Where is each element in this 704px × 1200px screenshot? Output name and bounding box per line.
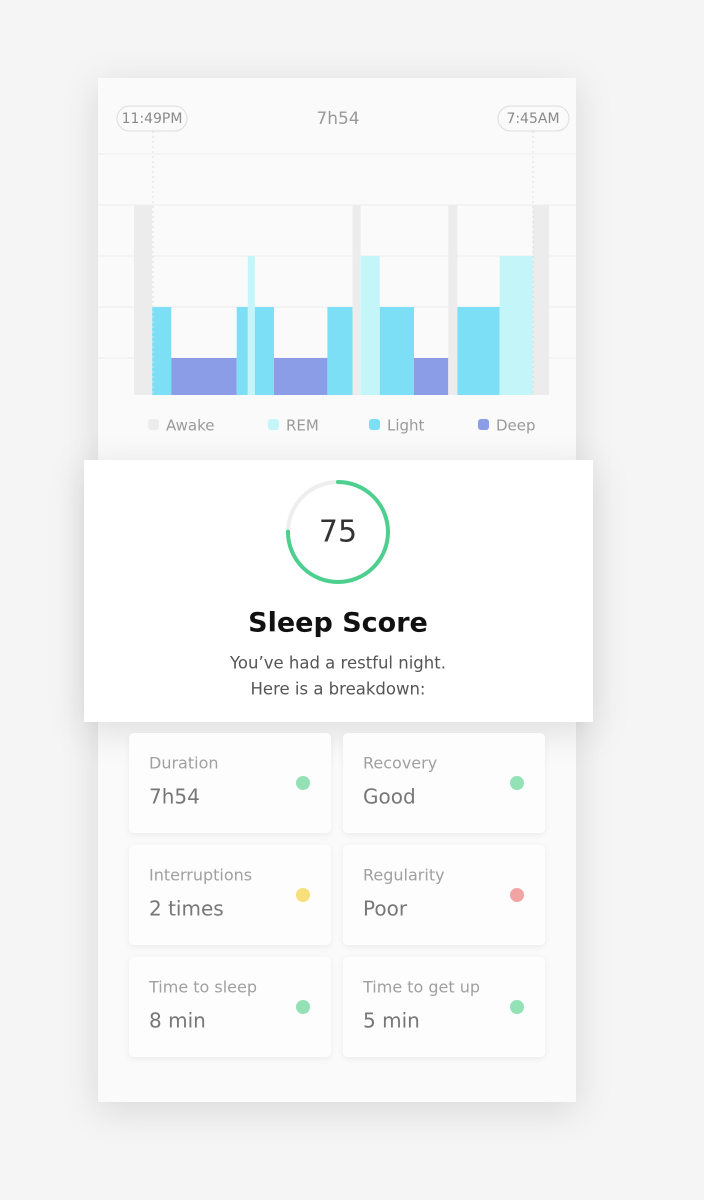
- score-card: [84, 460, 593, 722]
- sleep-segment: [360, 256, 380, 395]
- metric-label: Time to get up: [362, 978, 480, 997]
- metric-value: Good: [363, 785, 416, 809]
- sleep-segment: [327, 307, 353, 395]
- metric-tile: [129, 733, 331, 833]
- legend-label: Deep: [496, 417, 536, 435]
- legend: Awake REM Light Deep: [148, 417, 536, 435]
- sleep-segment: [274, 358, 328, 395]
- metric-value: Poor: [363, 897, 408, 921]
- metric-label: Regularity: [363, 866, 445, 885]
- score-title: Sleep Score: [248, 608, 428, 639]
- metric-label: Interruptions: [149, 866, 252, 885]
- sleep-segment: [414, 358, 449, 395]
- metric-label: Time to sleep: [148, 978, 257, 997]
- sleep-segment: [247, 256, 255, 395]
- legend-label: Awake: [166, 417, 215, 435]
- legend-label: REM: [286, 417, 319, 435]
- message: Here is a breakdown:: [251, 680, 426, 699]
- score-value: 75: [319, 515, 357, 550]
- end-pill: [497, 105, 570, 132]
- metric-tile: [343, 845, 545, 945]
- message: You’ve had a restful night.: [229, 654, 446, 673]
- start-pill: [116, 105, 188, 132]
- status-dot: [296, 888, 310, 902]
- legend-swatch: [369, 419, 380, 430]
- legend-swatch: [148, 419, 159, 430]
- sleep-segment: [532, 205, 549, 395]
- sleep-segment: [254, 307, 275, 395]
- metric-label: Duration: [149, 754, 219, 773]
- duration: 7h54: [316, 109, 359, 129]
- sleep-segment: [379, 307, 415, 395]
- legend-swatch: [268, 419, 279, 430]
- metric-tile: [129, 845, 331, 945]
- sleep-segment: [457, 307, 500, 395]
- sleep-segment: [171, 358, 237, 395]
- sleep-segment: [448, 205, 458, 395]
- status-dot: [296, 1000, 310, 1014]
- status-dot: [296, 776, 310, 790]
- status-dot: [510, 776, 524, 790]
- metric-value: 2 times: [149, 897, 224, 921]
- start-time: 11:49PM: [122, 111, 183, 127]
- metric-value: 5 min: [363, 1009, 420, 1033]
- legend-label: Light: [387, 417, 425, 435]
- score-ring: [286, 480, 390, 584]
- status-dot: [510, 888, 524, 902]
- sleep-segment: [352, 205, 361, 395]
- sleep-segment: [134, 205, 153, 395]
- hypnogram: [134, 205, 549, 395]
- status-dot: [510, 1000, 524, 1014]
- end-time: 7:45AM: [506, 111, 559, 127]
- metric-value: 7h54: [149, 785, 200, 809]
- sleep-segment: [499, 256, 533, 395]
- metric-value: 8 min: [149, 1009, 206, 1033]
- metric-tile: [343, 957, 545, 1057]
- metric-label: Recovery: [363, 754, 437, 773]
- metric-tile: [343, 733, 545, 833]
- sleep-segment: [152, 307, 172, 395]
- legend-swatch: [478, 419, 489, 430]
- sleep-segment: [236, 307, 248, 395]
- metrics: Duration 7h54 Recovery Good Interruptions 2 t…: [129, 733, 545, 1057]
- metric-tile: [129, 957, 331, 1057]
